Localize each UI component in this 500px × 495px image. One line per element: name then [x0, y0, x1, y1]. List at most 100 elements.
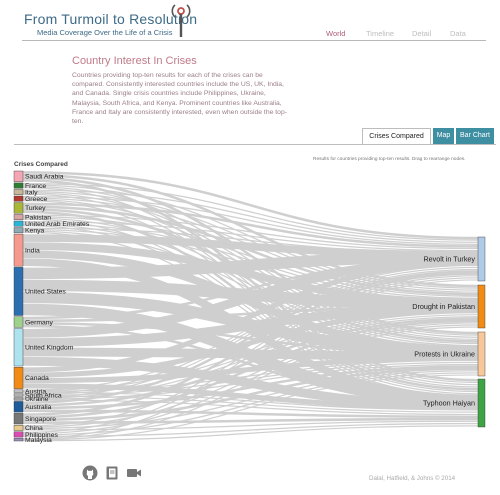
- source-label-turkey: Turkey: [25, 205, 46, 212]
- app-title[interactable]: From Turmoil to Resolution: [24, 11, 198, 27]
- source-node-france[interactable]: [13, 182, 24, 189]
- source-node-united-arab-emirates[interactable]: [13, 220, 24, 227]
- sankey-link[interactable]: [22, 324, 479, 435]
- source-node-india[interactable]: [13, 233, 24, 267]
- sankey-link[interactable]: [22, 215, 479, 297]
- source-node-greece[interactable]: [13, 195, 24, 202]
- source-label-india: India: [25, 247, 40, 254]
- radio-tower-icon: [171, 4, 191, 37]
- sankey-link[interactable]: [22, 277, 479, 434]
- sankey-link[interactable]: [22, 409, 479, 418]
- page-description: Countries providing top-ten results for …: [72, 72, 287, 126]
- crisis-node-typhoon-haiyan[interactable]: [477, 378, 486, 428]
- sankey-link[interactable]: [22, 391, 479, 411]
- source-node-italy[interactable]: [13, 189, 24, 195]
- nav-detail[interactable]: Detail: [412, 29, 432, 38]
- sankey-link[interactable]: [22, 205, 479, 296]
- source-node-singapore[interactable]: [13, 413, 24, 425]
- sankey-link[interactable]: [22, 214, 479, 250]
- sankey-link[interactable]: [22, 317, 479, 407]
- chart-note: Results for countries providing top-ten …: [313, 157, 466, 162]
- sankey-link[interactable]: [22, 359, 479, 393]
- sankey-link[interactable]: [22, 326, 479, 440]
- tab-map[interactable]: Map: [433, 128, 454, 144]
- nav-timeline[interactable]: Timeline: [366, 29, 395, 38]
- crisis-node-drought-in-pakistan[interactable]: [477, 284, 486, 329]
- source-label-united-arab-emirates: United Arab Emirates: [25, 221, 90, 228]
- sankey-link[interactable]: [22, 316, 479, 400]
- source-node-united-kingdom[interactable]: [13, 328, 24, 367]
- source-node-australia[interactable]: [13, 401, 24, 413]
- source-node-kenya[interactable]: [13, 227, 24, 234]
- source-node-south-africa[interactable]: [13, 393, 24, 397]
- crisis-label-protests-in-ukraine: Protests in Ukraine: [414, 350, 475, 359]
- crisis-node-revolt-in-turkey[interactable]: [477, 236, 486, 282]
- source-node-pakistan[interactable]: [13, 214, 24, 220]
- source-label-pakistan: Pakistan: [25, 214, 51, 221]
- sankey-link[interactable]: [22, 182, 479, 241]
- source-node-malaysia[interactable]: [13, 438, 24, 442]
- sankey-link[interactable]: [22, 322, 479, 428]
- github-icon[interactable]: [82, 465, 98, 481]
- sankey-link[interactable]: [22, 422, 479, 438]
- crisis-label-revolt-in-turkey: Revolt in Turkey: [423, 255, 475, 264]
- source-node-germany[interactable]: [13, 316, 24, 328]
- source-node-canada[interactable]: [13, 367, 24, 389]
- source-node-china[interactable]: [13, 425, 24, 431]
- sankey-link[interactable]: [22, 272, 479, 416]
- source-node-saudi-arabia[interactable]: [13, 170, 24, 182]
- chart-heading: Crises Compared: [14, 161, 68, 168]
- sankey-link[interactable]: [22, 202, 479, 248]
- crisis-node-protests-in-ukraine[interactable]: [477, 331, 486, 377]
- source-label-australia: Australia: [25, 404, 52, 411]
- sankey-link[interactable]: [22, 347, 479, 361]
- source-label-philippines: Philippines: [25, 432, 58, 439]
- sankey-link[interactable]: [22, 217, 479, 345]
- source-node-turkey[interactable]: [13, 202, 24, 214]
- source-node-united-states[interactable]: [13, 267, 24, 316]
- nav-data[interactable]: Data: [450, 29, 466, 38]
- sankey-link[interactable]: [22, 370, 479, 430]
- header-divider: [22, 40, 486, 41]
- source-label-france: France: [25, 183, 46, 190]
- sankey-link[interactable]: [22, 268, 479, 399]
- sankey-link[interactable]: [22, 425, 479, 442]
- sankey-link[interactable]: [22, 266, 479, 395]
- sankey-link[interactable]: [22, 312, 479, 392]
- sankey-link[interactable]: [22, 304, 479, 348]
- sankey-link[interactable]: [22, 251, 479, 280]
- sankey-link[interactable]: [22, 171, 479, 240]
- source-label-kenya: Kenya: [25, 228, 44, 235]
- crisis-label-typhoon-haiyan: Typhoon Haiyan: [423, 399, 475, 408]
- sankey-link[interactable]: [22, 363, 479, 400]
- source-label-singapore: Singapore: [25, 416, 56, 423]
- sankey-link[interactable]: [22, 196, 479, 245]
- sankey-link[interactable]: [22, 319, 479, 419]
- sankey-link[interactable]: [22, 256, 479, 338]
- sankey-link[interactable]: [22, 365, 479, 410]
- sankey-link[interactable]: [22, 372, 479, 436]
- source-node-austria[interactable]: [13, 389, 24, 393]
- tab-divider: [14, 144, 496, 145]
- sankey-link[interactable]: [22, 260, 479, 373]
- sankey-link[interactable]: [22, 264, 479, 391]
- source-node-philippines[interactable]: [13, 431, 24, 438]
- footer-credit: Dalal, Hatfield, & Johns © 2014: [369, 475, 456, 482]
- sankey-link[interactable]: [22, 275, 479, 427]
- sankey-link[interactable]: [22, 223, 479, 347]
- sankey-link[interactable]: [22, 221, 479, 252]
- nav-world[interactable]: World: [326, 29, 346, 38]
- sankey-link[interactable]: [22, 225, 479, 395]
- sankey-link[interactable]: [22, 420, 479, 431]
- source-node-ukraine[interactable]: [13, 397, 24, 401]
- sankey-link[interactable]: [22, 279, 479, 440]
- sankey-link[interactable]: [22, 189, 479, 243]
- sankey-link[interactable]: [22, 270, 479, 405]
- book-icon[interactable]: [104, 465, 120, 481]
- tab-crises-compared[interactable]: Crises Compared: [362, 128, 431, 144]
- sankey-link[interactable]: [22, 374, 479, 441]
- sankey-link[interactable]: [22, 367, 479, 422]
- video-camera-icon[interactable]: [126, 465, 142, 481]
- tab-bar-chart[interactable]: Bar Chart: [456, 128, 494, 144]
